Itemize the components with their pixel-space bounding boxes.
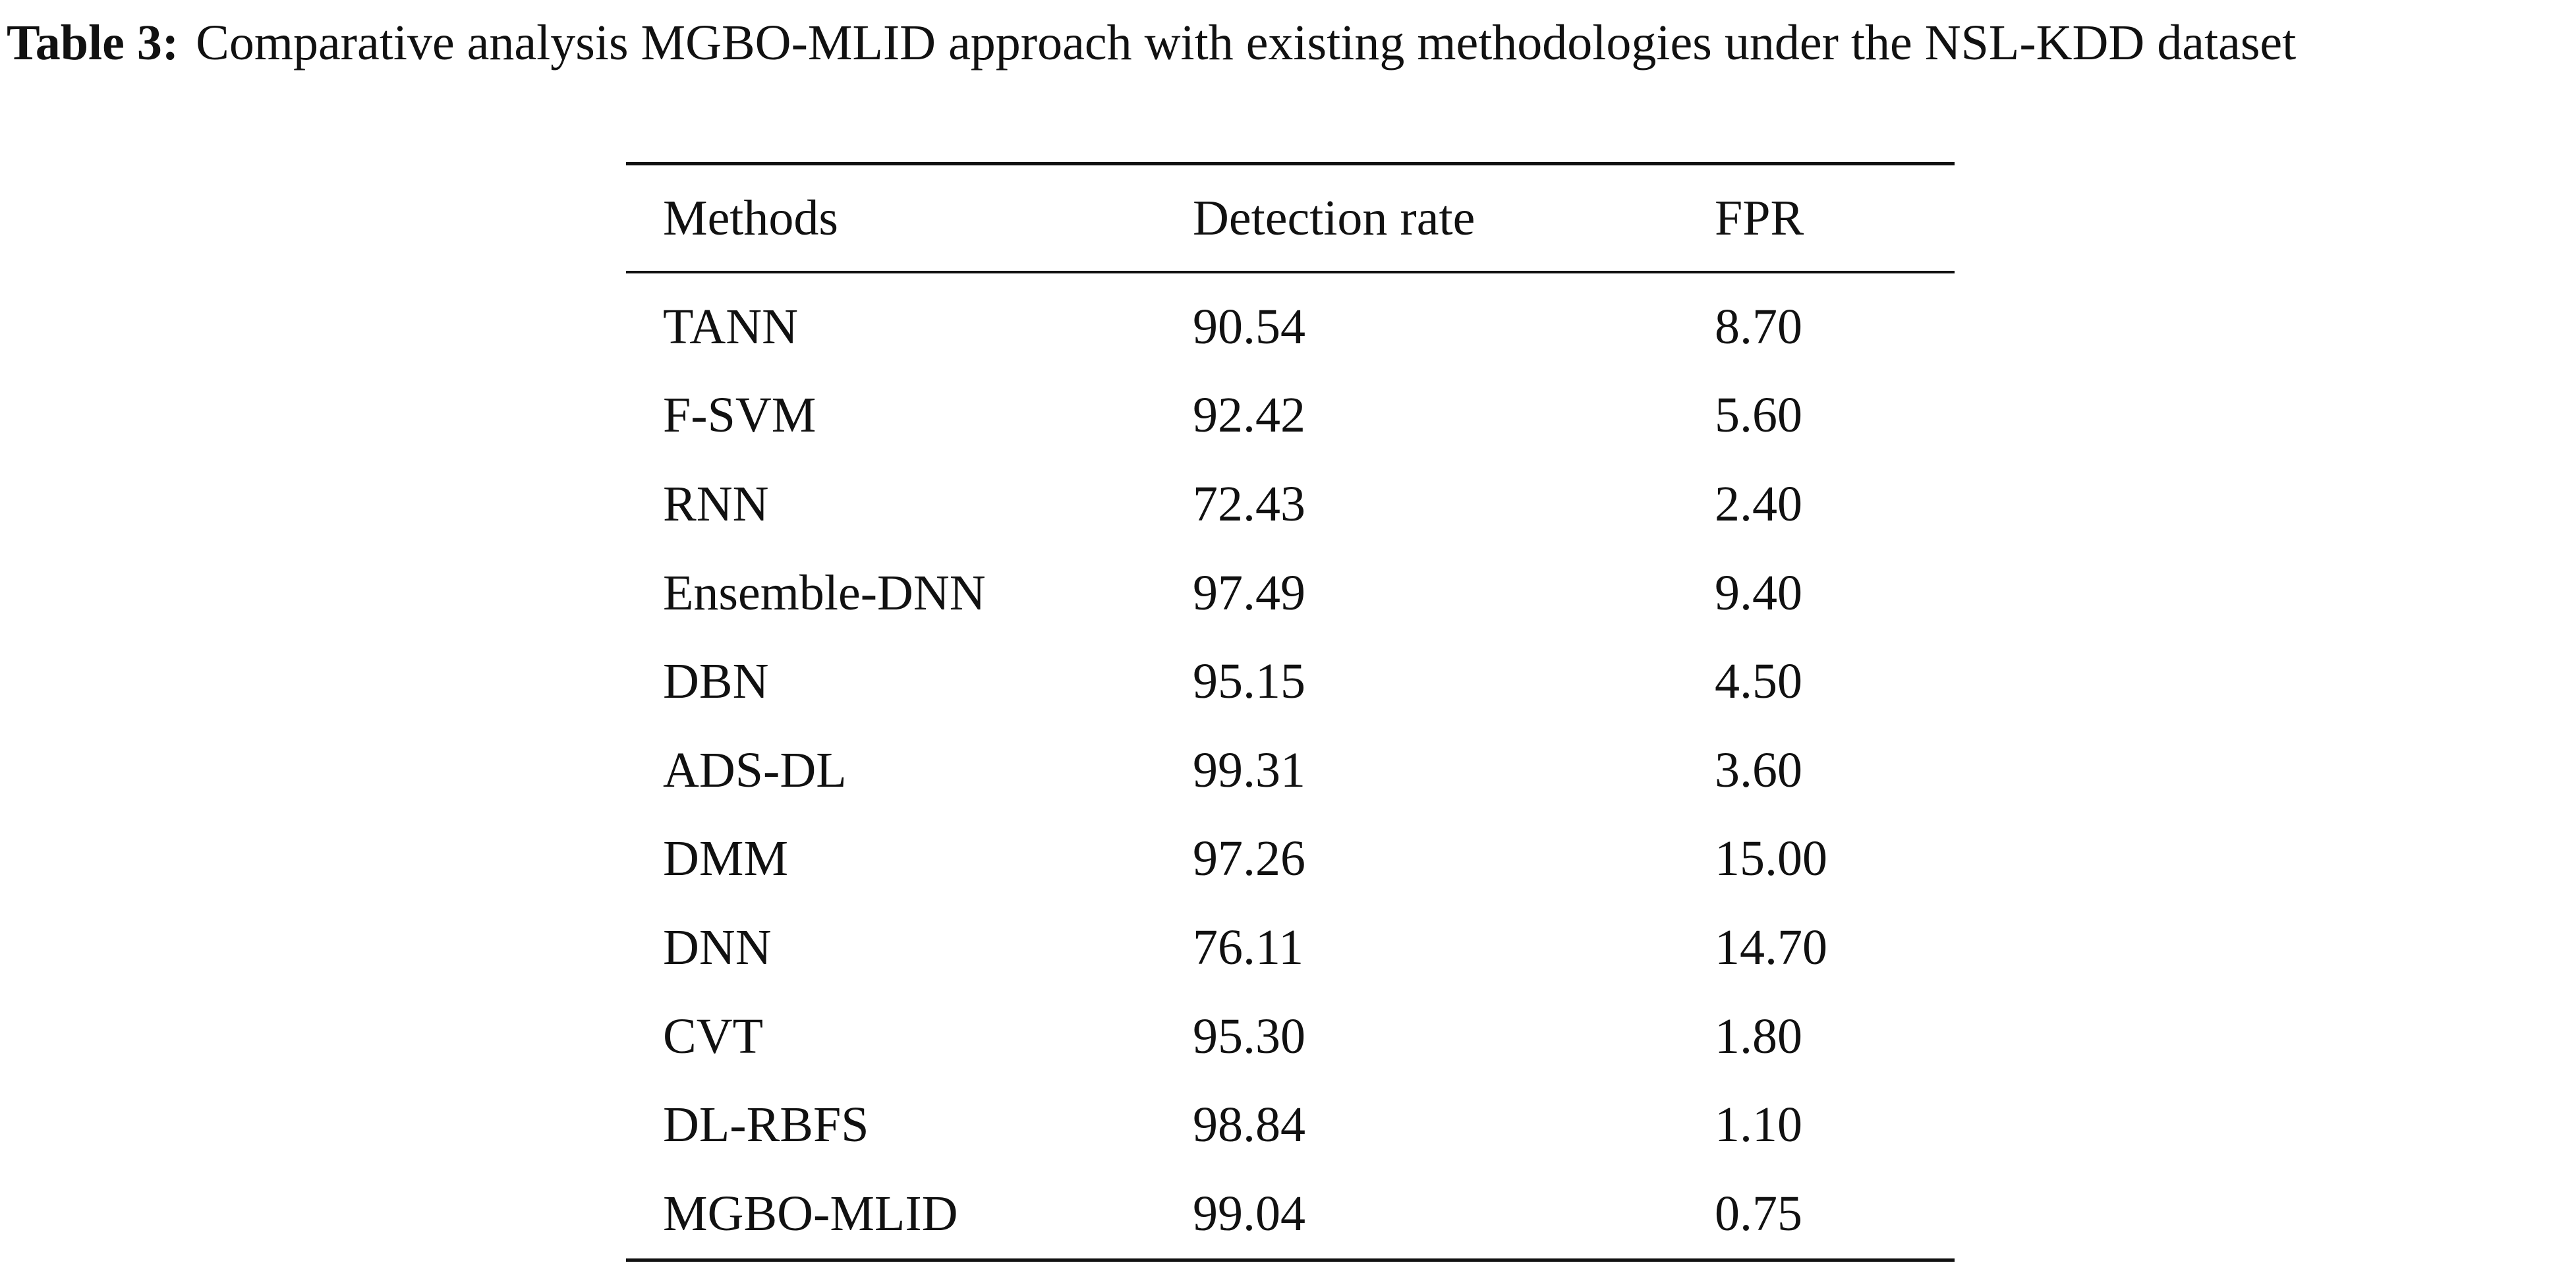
- cell-detection-rate: 98.84: [1193, 1097, 1305, 1153]
- cell-method: ADS-DL: [663, 742, 847, 798]
- cell-fpr: 9.40: [1715, 565, 1802, 621]
- table-caption: Table 3: Comparative analysis MGBO-MLID a…: [7, 7, 2563, 79]
- header-row: Methods Detection rate FPR: [626, 163, 1955, 272]
- table-row: RNN 72.43 2.40: [626, 460, 1955, 549]
- cell-detection-rate: 72.43: [1193, 476, 1305, 532]
- cell-detection-rate: 97.49: [1193, 565, 1305, 621]
- cell-fpr: 5.60: [1715, 387, 1802, 443]
- comparison-table-container: Methods Detection rate FPR TANN 90.54 8.70…: [626, 162, 1955, 1262]
- cell-detection-rate: 76.11: [1193, 919, 1304, 975]
- cell-detection-rate: 92.42: [1193, 387, 1305, 443]
- cell-fpr: 1.10: [1715, 1097, 1802, 1153]
- table-row: TANN 90.54 8.70: [626, 272, 1955, 372]
- cell-method: F-SVM: [663, 387, 816, 443]
- cell-detection-rate: 95.15: [1193, 654, 1305, 710]
- cell-detection-rate: 99.31: [1193, 742, 1305, 798]
- header-fpr: FPR: [1715, 190, 1804, 246]
- header-detection-rate: Detection rate: [1193, 190, 1475, 246]
- cell-fpr: 15.00: [1715, 831, 1827, 887]
- table-body: TANN 90.54 8.70 F-SVM 92.42 5.60 RNN 72.43 2.40 E…: [626, 272, 1955, 1260]
- cell-method: MGBO-MLID: [663, 1185, 958, 1241]
- cell-method: DL-RBFS: [663, 1097, 869, 1153]
- cell-method: CVT: [663, 1008, 763, 1064]
- table-row: F-SVM 92.42 5.60: [626, 372, 1955, 461]
- cell-fpr: 14.70: [1715, 919, 1827, 975]
- table-row: DMM 97.26 15.00: [626, 815, 1955, 904]
- cell-fpr: 8.70: [1715, 298, 1802, 354]
- cell-method: Ensemble-DNN: [663, 565, 986, 621]
- cell-fpr: 2.40: [1715, 476, 1802, 532]
- cell-method: DNN: [663, 919, 772, 975]
- table-row: DL-RBFS 98.84 1.10: [626, 1081, 1955, 1170]
- table-row: ADS-DL 99.31 3.60: [626, 726, 1955, 815]
- table-row: MGBO-MLID 99.04 0.75: [626, 1170, 1955, 1260]
- table-row: Ensemble-DNN 97.49 9.40: [626, 549, 1955, 638]
- cell-detection-rate: 97.26: [1193, 831, 1305, 887]
- table-header: Methods Detection rate FPR: [626, 163, 1955, 272]
- caption-text: Comparative analysis MGBO-MLID approach …: [196, 15, 2297, 70]
- cell-method: DMM: [663, 831, 789, 887]
- comparison-table: Methods Detection rate FPR TANN 90.54 8.70…: [626, 162, 1955, 1262]
- caption-label: Table 3:: [7, 15, 179, 70]
- cell-detection-rate: 99.04: [1193, 1185, 1305, 1241]
- cell-method: RNN: [663, 476, 769, 532]
- cell-fpr: 0.75: [1715, 1185, 1802, 1241]
- cell-detection-rate: 90.54: [1193, 298, 1305, 354]
- cell-fpr: 3.60: [1715, 742, 1802, 798]
- table-row: DBN 95.15 4.50: [626, 637, 1955, 726]
- cell-method: TANN: [663, 298, 798, 354]
- cell-detection-rate: 95.30: [1193, 1008, 1305, 1064]
- cell-method: DBN: [663, 654, 769, 710]
- header-methods: Methods: [663, 190, 838, 246]
- cell-fpr: 1.80: [1715, 1008, 1802, 1064]
- cell-fpr: 4.50: [1715, 654, 1802, 710]
- table-row: CVT 95.30 1.80: [626, 992, 1955, 1081]
- table-row: DNN 76.11 14.70: [626, 903, 1955, 992]
